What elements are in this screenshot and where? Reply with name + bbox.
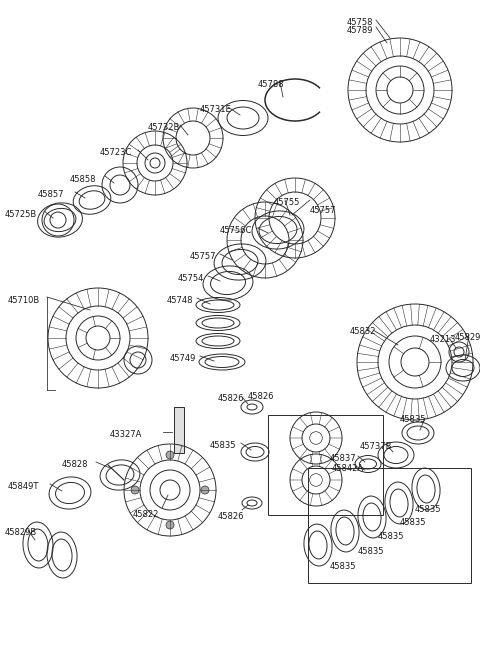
Text: 45835: 45835 — [378, 532, 405, 541]
Bar — [308, 468, 471, 583]
Text: 45756C: 45756C — [220, 226, 252, 235]
Circle shape — [166, 451, 174, 459]
Text: 45829B: 45829B — [455, 333, 480, 342]
Text: 45835: 45835 — [400, 415, 427, 424]
Text: 45732B: 45732B — [148, 123, 180, 132]
Text: 45758: 45758 — [347, 18, 373, 27]
Text: 45835: 45835 — [358, 547, 384, 556]
Circle shape — [201, 486, 209, 494]
Text: 45842A: 45842A — [332, 464, 364, 473]
Text: 45748: 45748 — [167, 296, 193, 305]
Text: 45757: 45757 — [310, 206, 336, 215]
Text: 45858: 45858 — [70, 175, 96, 184]
Text: 45788: 45788 — [258, 80, 285, 89]
Text: 45829B: 45829B — [5, 528, 37, 537]
Text: 45737B: 45737B — [360, 442, 393, 451]
Text: 45835: 45835 — [415, 505, 442, 514]
Text: 45832: 45832 — [350, 327, 376, 336]
Bar — [174, 407, 184, 453]
Text: 45857: 45857 — [38, 190, 64, 199]
Text: 45789: 45789 — [347, 26, 373, 35]
Text: 45835: 45835 — [400, 518, 427, 527]
Text: 45755: 45755 — [274, 198, 300, 207]
Text: 45749: 45749 — [170, 354, 196, 363]
Text: 45835: 45835 — [330, 562, 357, 571]
Text: 45828: 45828 — [62, 460, 88, 469]
Bar — [268, 415, 383, 515]
Text: 43213: 43213 — [430, 335, 456, 344]
Text: 45849T: 45849T — [8, 482, 39, 491]
Text: 45754: 45754 — [178, 274, 204, 283]
Text: 45822: 45822 — [133, 510, 159, 519]
Text: 45757: 45757 — [190, 252, 216, 261]
Text: 45835: 45835 — [210, 441, 237, 450]
Circle shape — [166, 521, 174, 529]
Text: 45826: 45826 — [218, 394, 244, 403]
Text: 45826: 45826 — [248, 392, 275, 401]
Text: 43327A: 43327A — [110, 430, 143, 439]
Text: 45731E: 45731E — [200, 105, 232, 114]
Circle shape — [131, 486, 139, 494]
Text: 45826: 45826 — [218, 512, 244, 521]
Text: 45837: 45837 — [330, 454, 357, 463]
Text: 45710B: 45710B — [8, 296, 40, 305]
Text: 45723C: 45723C — [100, 148, 132, 157]
Text: 45725B: 45725B — [5, 210, 37, 219]
